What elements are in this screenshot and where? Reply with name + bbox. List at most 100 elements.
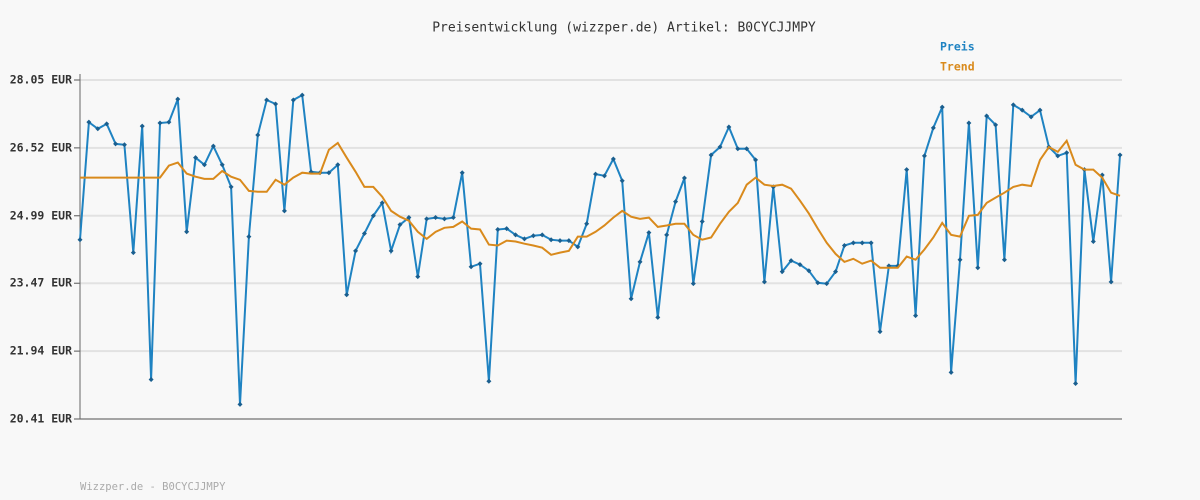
marker xyxy=(184,229,190,235)
marker xyxy=(646,230,652,236)
y-tick-label: 26.52 EUR xyxy=(10,140,72,154)
marker xyxy=(904,167,910,173)
marker xyxy=(877,329,883,335)
marker xyxy=(1010,102,1016,108)
marker xyxy=(1064,150,1070,156)
marker xyxy=(450,215,456,221)
marker xyxy=(86,119,92,125)
marker xyxy=(246,234,252,240)
marker xyxy=(219,162,225,168)
marker xyxy=(681,175,687,181)
legend-entry: Trend xyxy=(940,60,975,74)
marker xyxy=(237,401,243,407)
marker xyxy=(228,184,234,190)
marker xyxy=(815,280,821,286)
y-tick-label: 24.99 EUR xyxy=(10,208,72,222)
marker xyxy=(424,216,430,222)
marker xyxy=(406,215,412,221)
marker xyxy=(548,237,554,243)
marker xyxy=(948,369,954,375)
line-1 xyxy=(80,138,1121,269)
marker xyxy=(326,170,332,176)
marker xyxy=(921,153,927,159)
marker xyxy=(513,232,519,238)
marker xyxy=(619,178,625,184)
marker xyxy=(397,222,403,228)
y-tick-label: 21.94 EUR xyxy=(10,344,72,358)
chart-title: Preisentwicklung (wizzper.de) Artikel: B… xyxy=(432,21,816,36)
marker xyxy=(850,240,856,246)
marker xyxy=(566,238,572,244)
marker xyxy=(575,244,581,250)
marker xyxy=(779,269,785,275)
marker xyxy=(264,97,270,103)
marker xyxy=(433,215,439,221)
marker xyxy=(628,296,634,302)
marker xyxy=(913,313,919,319)
marker xyxy=(841,243,847,249)
marker xyxy=(166,119,172,125)
marker xyxy=(797,262,803,268)
marker xyxy=(593,171,599,177)
marker xyxy=(201,162,207,168)
marker xyxy=(717,144,723,150)
marker xyxy=(175,96,181,102)
marker xyxy=(753,157,759,163)
footer: Wizzper.de - B0CYCJJMPY xyxy=(80,481,226,493)
marker xyxy=(504,226,510,232)
marker xyxy=(601,173,607,179)
marker xyxy=(966,120,972,126)
marker xyxy=(210,143,216,149)
marker xyxy=(157,120,163,126)
marker xyxy=(95,126,101,132)
marker xyxy=(1019,107,1025,113)
marker xyxy=(1055,153,1061,159)
marker xyxy=(148,377,154,383)
marker xyxy=(104,121,110,127)
marker xyxy=(113,141,119,147)
marker xyxy=(610,156,616,162)
marker xyxy=(930,125,936,131)
marker xyxy=(1117,152,1123,158)
marker xyxy=(673,199,679,205)
marker xyxy=(993,122,999,128)
marker xyxy=(664,232,670,238)
marker xyxy=(984,113,990,119)
marker xyxy=(486,378,492,384)
legend-entry: Preis xyxy=(940,40,975,54)
marker xyxy=(859,240,865,246)
marker xyxy=(806,268,812,274)
marker xyxy=(344,292,350,298)
marker xyxy=(353,248,359,254)
marker xyxy=(335,162,341,168)
marker xyxy=(637,259,643,265)
marker xyxy=(1028,114,1034,120)
marker xyxy=(273,101,279,107)
marker xyxy=(468,264,474,270)
marker xyxy=(1073,381,1079,387)
marker xyxy=(441,216,447,222)
marker xyxy=(530,233,536,239)
marker xyxy=(193,155,199,161)
marker xyxy=(1037,107,1043,113)
marker xyxy=(361,231,367,237)
marker xyxy=(121,142,127,148)
marker xyxy=(290,97,296,103)
marker xyxy=(459,170,465,176)
marker xyxy=(699,219,705,225)
marker xyxy=(761,279,767,285)
y-tick-label: 20.41 EUR xyxy=(10,412,72,426)
marker xyxy=(975,265,981,271)
marker xyxy=(139,123,145,129)
marker xyxy=(655,314,661,320)
marker xyxy=(539,232,545,238)
marker xyxy=(130,250,136,256)
marker xyxy=(521,236,527,242)
line-0 xyxy=(79,93,1121,405)
marker xyxy=(388,248,394,254)
marker xyxy=(690,281,696,287)
marker xyxy=(744,146,750,152)
marker xyxy=(868,240,874,246)
marker xyxy=(255,132,261,138)
